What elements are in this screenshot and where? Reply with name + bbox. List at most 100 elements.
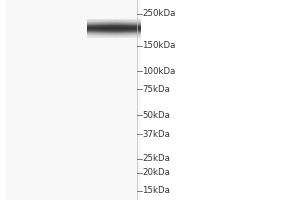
Bar: [136, 36, 137, 37]
Bar: [136, 27, 137, 28]
Bar: [105, 21, 107, 22]
Bar: [132, 34, 134, 35]
Bar: [92, 30, 94, 31]
Bar: [109, 27, 110, 28]
Bar: [127, 25, 128, 26]
Bar: [127, 33, 128, 34]
Bar: [130, 19, 132, 20]
Bar: [118, 20, 119, 21]
Bar: [103, 29, 105, 30]
Bar: [87, 24, 141, 25]
Bar: [112, 26, 114, 27]
Bar: [96, 20, 98, 21]
Bar: [136, 33, 137, 34]
Bar: [123, 23, 125, 24]
Bar: [139, 36, 141, 37]
Bar: [87, 20, 89, 21]
Bar: [96, 19, 98, 20]
Bar: [118, 35, 119, 36]
Bar: [125, 31, 127, 32]
Bar: [132, 19, 134, 20]
Text: 250kDa: 250kDa: [142, 9, 176, 18]
Bar: [87, 36, 141, 37]
Bar: [103, 19, 105, 20]
Bar: [103, 34, 105, 35]
Bar: [112, 36, 114, 37]
Bar: [96, 21, 98, 22]
Bar: [137, 24, 139, 25]
Bar: [98, 26, 100, 27]
Bar: [109, 37, 110, 38]
Bar: [130, 36, 132, 37]
Bar: [119, 20, 121, 21]
Bar: [128, 33, 130, 34]
Bar: [105, 31, 107, 32]
Bar: [94, 28, 96, 29]
Bar: [137, 22, 139, 23]
Bar: [132, 32, 134, 33]
Bar: [101, 24, 103, 25]
Bar: [107, 25, 109, 26]
Bar: [91, 37, 92, 38]
Bar: [127, 36, 128, 37]
Bar: [134, 22, 136, 23]
Bar: [139, 20, 141, 21]
Bar: [91, 32, 92, 33]
Bar: [121, 19, 123, 20]
Bar: [94, 29, 96, 30]
Bar: [94, 23, 96, 24]
Bar: [107, 34, 109, 35]
Bar: [118, 28, 119, 29]
Bar: [96, 37, 98, 38]
Bar: [136, 19, 137, 20]
Bar: [121, 24, 123, 25]
Bar: [121, 26, 123, 27]
Bar: [87, 24, 89, 25]
Bar: [105, 35, 107, 36]
Bar: [121, 27, 123, 28]
Bar: [107, 28, 109, 29]
Bar: [121, 35, 123, 36]
Bar: [121, 37, 123, 38]
Bar: [137, 34, 139, 35]
Bar: [136, 35, 137, 36]
Bar: [116, 26, 118, 27]
Bar: [89, 19, 91, 20]
Bar: [100, 29, 101, 30]
Bar: [132, 24, 134, 25]
Bar: [112, 32, 114, 33]
Bar: [137, 37, 139, 38]
Bar: [101, 31, 103, 32]
Bar: [103, 22, 105, 23]
Bar: [114, 27, 116, 28]
Bar: [128, 27, 130, 28]
Bar: [119, 28, 121, 29]
Bar: [98, 23, 100, 24]
Bar: [127, 31, 128, 32]
Bar: [136, 32, 137, 33]
Bar: [137, 28, 139, 29]
Bar: [118, 30, 119, 31]
Bar: [107, 33, 109, 34]
Bar: [100, 32, 101, 33]
Bar: [87, 29, 141, 30]
Bar: [101, 22, 103, 23]
Bar: [128, 22, 130, 23]
Bar: [100, 33, 101, 34]
Bar: [132, 37, 134, 38]
Bar: [128, 34, 130, 35]
Bar: [94, 33, 96, 34]
Bar: [130, 32, 132, 33]
Bar: [114, 35, 116, 36]
Bar: [128, 31, 130, 32]
Bar: [118, 19, 119, 20]
Bar: [139, 19, 141, 20]
Bar: [121, 36, 123, 37]
Bar: [119, 27, 121, 28]
Bar: [114, 23, 116, 24]
Bar: [119, 34, 121, 35]
Bar: [87, 35, 141, 36]
Bar: [107, 27, 109, 28]
Bar: [128, 20, 130, 21]
Bar: [112, 24, 114, 25]
